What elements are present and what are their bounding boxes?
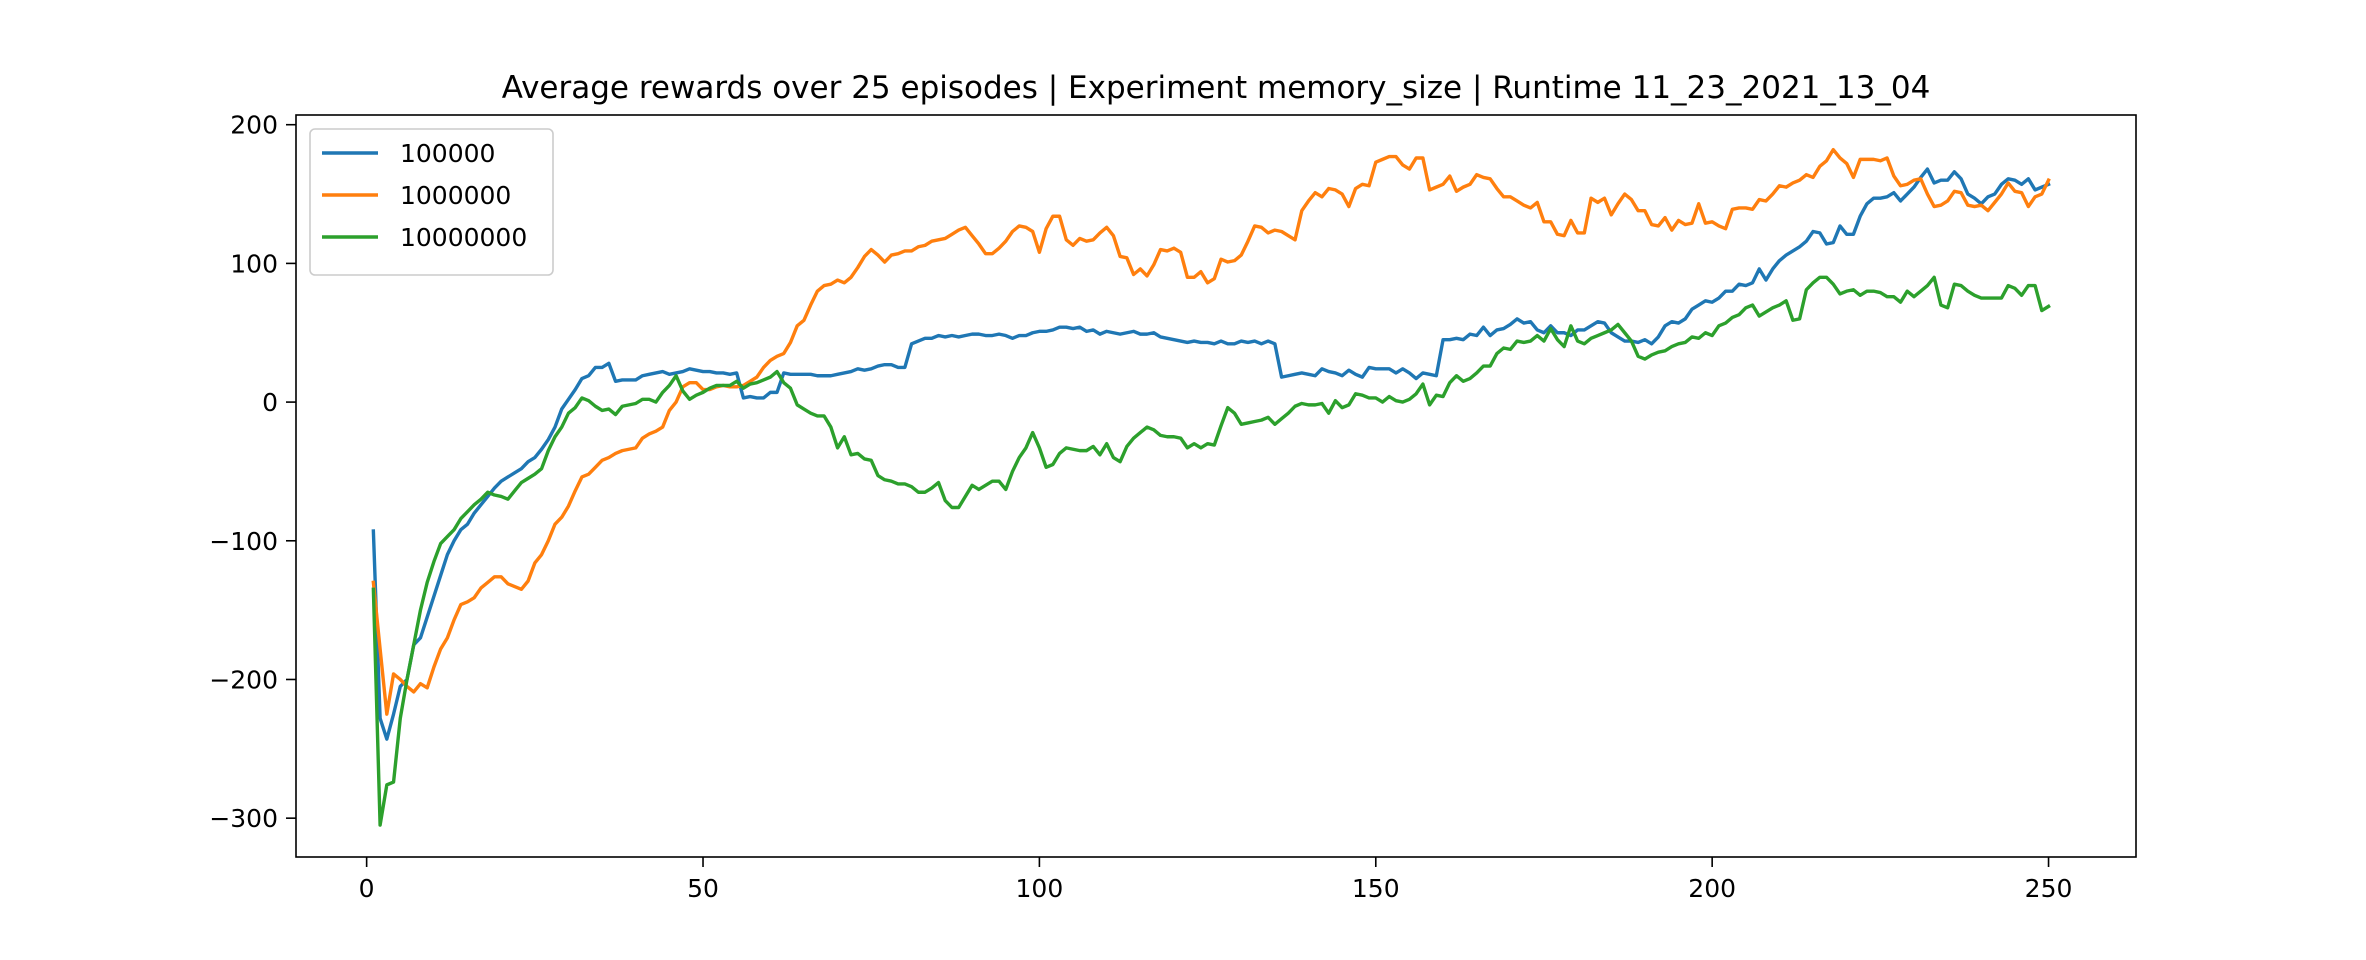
- y-tick-label: −300: [209, 804, 278, 833]
- legend-label: 10000000: [400, 223, 527, 252]
- legend-label: 1000000: [400, 181, 511, 210]
- legend-label: 100000: [400, 139, 495, 168]
- series-line-10000000: [371, 275, 2051, 827]
- x-axis: 0 50 100 150 200 250: [359, 857, 2073, 903]
- y-axis: −300 −200 −100 0 100 200: [209, 111, 296, 833]
- plot-lines: [371, 147, 2051, 827]
- series-line-1000000: [371, 147, 2051, 716]
- series-line-100000: [371, 167, 2051, 741]
- y-tick-label: 100: [230, 249, 278, 278]
- y-tick-label: 0: [262, 388, 278, 417]
- y-tick-label: −200: [209, 665, 278, 694]
- plot-frame: [295, 114, 2137, 858]
- y-tick-label: −100: [209, 527, 278, 556]
- chart-title: Average rewards over 25 episodes | Exper…: [502, 70, 1931, 106]
- x-tick-label: 50: [687, 874, 719, 903]
- x-tick-label: 250: [2025, 874, 2073, 903]
- x-tick-label: 0: [359, 874, 375, 903]
- x-tick-label: 150: [1352, 874, 1400, 903]
- legend: 100000 1000000 10000000: [309, 128, 554, 276]
- x-tick-label: 200: [1688, 874, 1736, 903]
- y-tick-label: 200: [230, 111, 278, 140]
- x-tick-label: 100: [1016, 874, 1064, 903]
